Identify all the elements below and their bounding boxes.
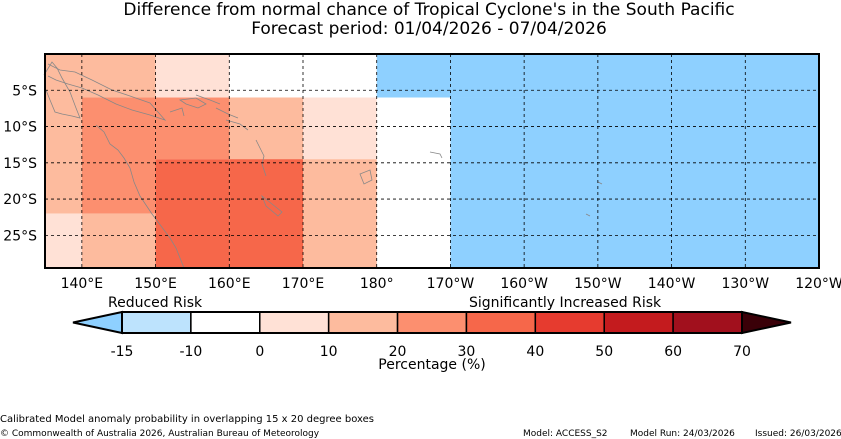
risk-cell-0 xyxy=(45,54,156,98)
forecast-period: Forecast period: 01/04/2026 - 07/04/2026 xyxy=(251,19,607,39)
colorbar: -15 -10 0 10 20 30 40 50 60 70 xyxy=(72,310,792,360)
coastline-samoa xyxy=(429,151,443,159)
coastline-polynesia xyxy=(585,181,603,217)
colorbar-segment-1 xyxy=(190,311,261,334)
y-tick-label: 5°S xyxy=(12,83,37,99)
colorbar-outline xyxy=(121,311,743,334)
risk-cell-7 xyxy=(155,159,230,268)
risk-cell-12 xyxy=(303,159,377,268)
coastline-fiji xyxy=(359,169,373,185)
x-tick-label: 150°W xyxy=(574,276,622,292)
coastline-bismarck xyxy=(169,97,207,117)
axis-ticks-layer: 140°E 150°E 160°E 170°E 180° 170°W 160°W 150°W 1… xyxy=(3,83,841,292)
risk-cell-3 xyxy=(81,97,156,214)
colorbar-segment-2 xyxy=(259,311,330,334)
x-tick-label: 120°W xyxy=(795,276,841,292)
footer-copyright: © Commonwealth of Australia 2026, Austra… xyxy=(0,429,320,439)
risk-cell-14 xyxy=(376,97,451,160)
colorbar-segment-5 xyxy=(465,311,537,334)
coastline-new-caledonia xyxy=(261,194,283,217)
x-tick-label: 170°E xyxy=(282,276,325,292)
y-tick-label: 15°S xyxy=(3,156,37,172)
colorbar-segment-7 xyxy=(603,311,674,334)
x-tick-label: 180° xyxy=(360,276,394,292)
footer-model-run: Model Run: 24/03/2026 xyxy=(630,429,735,439)
colorbar-segment-4 xyxy=(396,311,468,334)
x-tick-label: 140°W xyxy=(648,276,696,292)
colorbar-segment-8 xyxy=(672,311,743,334)
y-tick-label: 20°S xyxy=(3,192,37,208)
colorbar-tick-label: 0 xyxy=(255,344,264,360)
colorbar-tick-label: 70 xyxy=(733,344,751,360)
risk-cells-layer xyxy=(45,54,819,268)
footer-model: Model: ACCESS_S2 xyxy=(523,429,608,439)
colorbar-segment-0 xyxy=(121,311,192,334)
colorbar-xlabel: Percentage (%) xyxy=(378,357,486,373)
risk-cell-8 xyxy=(229,97,303,160)
colorbar-tick-label: -15 xyxy=(111,344,134,360)
colorbar-under-arrow xyxy=(72,310,123,335)
colorbar-tick-label: 60 xyxy=(664,344,682,360)
risk-cell-11 xyxy=(303,97,377,160)
x-tick-label: 140°E xyxy=(61,276,104,292)
risk-cell-15 xyxy=(450,97,819,268)
x-tick-label: 130°W xyxy=(721,276,769,292)
colorbar-tick-label: 40 xyxy=(526,344,544,360)
x-tick-label: 170°W xyxy=(427,276,475,292)
map-frame xyxy=(44,53,820,269)
colorbar-tick-label: 10 xyxy=(320,344,338,360)
coastline-layer xyxy=(43,61,603,269)
x-tick-label: 160°E xyxy=(208,276,251,292)
risk-cell-5 xyxy=(155,54,230,98)
coastline-vanuatu xyxy=(255,139,267,177)
x-tick-label: 150°E xyxy=(134,276,177,292)
colorbar-over-arrow xyxy=(741,310,792,335)
colorbar-right-label: Significantly Increased Risk xyxy=(469,295,662,311)
colorbar-left-label: Reduced Risk xyxy=(108,295,203,311)
risk-cell-10 xyxy=(303,54,377,98)
y-tick-label: 10°S xyxy=(3,120,37,136)
x-tick-label: 160°W xyxy=(500,276,548,292)
coastline-australia xyxy=(43,61,185,269)
risk-cell-4 xyxy=(81,213,156,268)
colorbar-tick-label: 50 xyxy=(595,344,613,360)
coastline-solomon xyxy=(195,94,249,131)
footer-issued: Issued: 26/03/2026 xyxy=(755,429,841,439)
risk-cell-1 xyxy=(45,97,82,214)
map-title: Difference from normal chance of Tropica… xyxy=(123,0,735,20)
coastline-new-guinea xyxy=(47,63,167,121)
colorbar-segment-3 xyxy=(327,311,399,334)
risk-cell-2 xyxy=(45,213,82,268)
footer-note: Calibrated Model anomaly probability in … xyxy=(0,414,375,425)
colorbar-tick-label: -10 xyxy=(179,344,202,360)
colorbar-tick-label: 30 xyxy=(458,344,476,360)
risk-cell-9 xyxy=(229,159,303,268)
y-tick-label: 25°S xyxy=(3,228,37,244)
colorbar-segment-6 xyxy=(534,311,605,334)
graticule-layer xyxy=(45,54,819,268)
colorbar-tick-label: 20 xyxy=(389,344,407,360)
